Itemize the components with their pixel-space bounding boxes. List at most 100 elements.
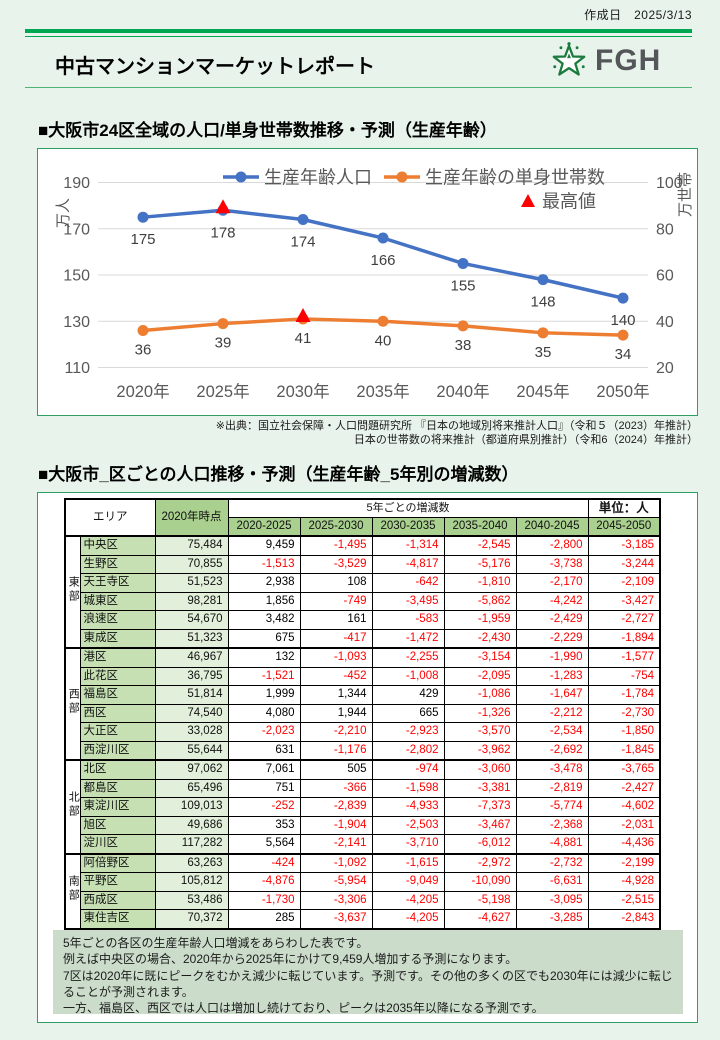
district-cell: 港区 — [79, 647, 156, 668]
change-value-cell: -749 — [299, 591, 373, 611]
period-header: 2035-2040 — [443, 517, 517, 537]
change-value-cell: -1,598 — [371, 778, 445, 798]
group-label-cell: 北部 — [64, 759, 81, 854]
change-value-cell: 353 — [227, 815, 301, 835]
page-title: 中古マンションマーケットレポート — [55, 56, 375, 78]
change-value-cell: 751 — [227, 778, 301, 798]
change-value-cell: 2,938 — [227, 573, 301, 593]
change-value-cell: -2,095 — [443, 666, 517, 686]
change-value-cell: -2,031 — [587, 815, 661, 835]
peak-marker-icon — [215, 199, 231, 214]
change-value-cell: -1,472 — [371, 628, 445, 649]
district-table-panel: エリア 2020年時点 5年ごとの増減数 単位：人 2020-2025 2025-2030… — [37, 492, 698, 1023]
data-label: 39 — [215, 335, 232, 352]
data-point — [617, 329, 629, 341]
table-row: 生野区 70,855 -1,513 -3,529 -4,817 -5,176 -3,738-… — [65, 554, 661, 574]
change-value-cell: -3,738 — [515, 554, 589, 574]
change-value-cell: -1,314 — [371, 535, 445, 556]
created-date: 作成日 2025/3/13 — [584, 8, 692, 22]
change-value-cell: -1,326 — [443, 703, 517, 723]
change-value-cell: -2,229 — [515, 628, 589, 649]
district-cell: 福島区 — [79, 685, 156, 705]
change-value-cell: -1,894 — [587, 628, 661, 649]
change-value-cell: -1,093 — [299, 647, 373, 668]
district-cell: 都島区 — [79, 778, 156, 798]
table-row: 都島区 65,496 751 -366 -1,598 -3,381 -2,819 -2,427 — [65, 778, 661, 798]
change-value-cell: -2,368 — [515, 815, 589, 835]
change-value-cell: -5,954 — [299, 872, 373, 892]
left-axis-tick: 170 — [63, 221, 90, 238]
base-value-cell: 98,281 — [154, 591, 229, 611]
data-label: 41 — [295, 330, 312, 347]
table-row: 西区 74,540 4,080 1,944 665 -1,326 -2,212 -2,730 — [65, 703, 661, 723]
table-row: 東住吉区 70,372 285 -3,637 -4,205 -4,627 -3,285 -2,… — [65, 909, 661, 929]
data-point — [217, 318, 229, 330]
change-value-cell: -3,285 — [515, 909, 589, 929]
district-cell: 阿倍野区 — [79, 852, 156, 873]
district-cell: 生野区 — [79, 554, 156, 574]
district-cell: 東淀川区 — [79, 797, 156, 817]
change-value-cell: -1,904 — [299, 815, 373, 835]
base-value-cell: 63,263 — [154, 852, 229, 873]
district-cell: 此花区 — [79, 666, 156, 686]
base-value-cell: 46,967 — [154, 647, 229, 668]
source-note-line: 日本の世帯数の将来推計（都道府県別推計）（令和6（2024）年推計） — [353, 434, 698, 447]
group-label-cell: 東部 — [64, 535, 81, 649]
change-value-cell: -4,817 — [371, 554, 445, 574]
change-value-cell: -1,850 — [587, 722, 661, 742]
change-value-cell: -2,534 — [515, 722, 589, 742]
change-value-cell: -1,784 — [587, 685, 661, 705]
district-cell: 東住吉区 — [79, 909, 156, 929]
change-value-cell: -1,730 — [227, 890, 301, 910]
x-axis-label: 2020年 — [116, 382, 169, 401]
change-value-cell: -5,198 — [443, 890, 517, 910]
data-label: 140 — [610, 312, 635, 329]
left-axis-tick: 130 — [63, 314, 90, 331]
change-value-cell: 132 — [227, 647, 301, 668]
group-label: 北部 — [67, 791, 80, 819]
change-value-cell: -452 — [299, 666, 373, 686]
change-value-cell: 665 — [371, 703, 445, 723]
change-value-cell: -6,631 — [515, 872, 589, 892]
data-point — [457, 257, 469, 269]
legend-peak-label: 最高値 — [542, 192, 596, 212]
change-value-cell: -366 — [299, 778, 373, 798]
left-axis-title: 万人 — [55, 198, 72, 228]
base-value-cell: 51,814 — [154, 685, 229, 705]
x-axis-label: 2025年 — [196, 382, 249, 401]
change-value-cell: -252 — [227, 797, 301, 817]
change-value-cell: -2,692 — [515, 740, 589, 761]
change-value-cell: -754 — [587, 666, 661, 686]
section2-title: ■大阪市_区ごとの人口推移・予測（生産年齢_5年別の増減数） — [38, 465, 519, 484]
change-value-cell: -417 — [299, 628, 373, 649]
note-line: 5年ごとの各区の生産年齢人口増減をあらわした表です。 — [63, 936, 369, 950]
data-label: 35 — [535, 344, 552, 361]
change-value-cell: 7,061 — [227, 759, 301, 780]
change-value-cell: -1,810 — [443, 573, 517, 593]
change-value-cell: 1,856 — [227, 591, 301, 611]
data-label: 148 — [530, 294, 555, 311]
change-value-cell: -2,515 — [587, 890, 661, 910]
change-value-cell: -4,205 — [371, 909, 445, 929]
base-value-cell: 74,540 — [154, 703, 229, 723]
right-axis-title: 万世帯 — [677, 172, 694, 217]
district-cell: 天王寺区 — [79, 573, 156, 593]
change-value-cell: -1,990 — [515, 647, 589, 668]
logo-text: FGH — [595, 44, 662, 77]
right-axis-tick: 80 — [656, 221, 674, 238]
change-value-cell: 5,564 — [227, 834, 301, 854]
table-row: 西部 港区 46,967 132 -1,093 -2,255 -3,154 -1,990 -1,… — [64, 647, 661, 761]
x-axis-label: 2045年 — [516, 382, 569, 401]
note-line: 例えば中央区の場合、2020年から2025年にかけて9,459人増加する予測にな… — [63, 952, 518, 967]
source-notes: ※出典：国立社会保障・人口問題研究所 『日本の地域別将来推計人口』（令和５（20… — [37, 419, 698, 448]
base-value-cell: 36,795 — [154, 666, 229, 686]
change-value-cell: -3,185 — [587, 535, 661, 556]
company-logo: FGH — [550, 42, 661, 80]
change-value-cell: -2,141 — [299, 834, 373, 854]
change-value-cell: -2,199 — [587, 852, 661, 873]
change-value-cell: 1,344 — [299, 685, 373, 705]
star-icon — [550, 42, 588, 80]
data-label: 166 — [370, 252, 395, 269]
table-row: 此花区 36,795 -1,521 -452 -1,008 -2,095 -1,283 -75… — [65, 666, 661, 686]
change-value-cell: -2,839 — [299, 797, 373, 817]
